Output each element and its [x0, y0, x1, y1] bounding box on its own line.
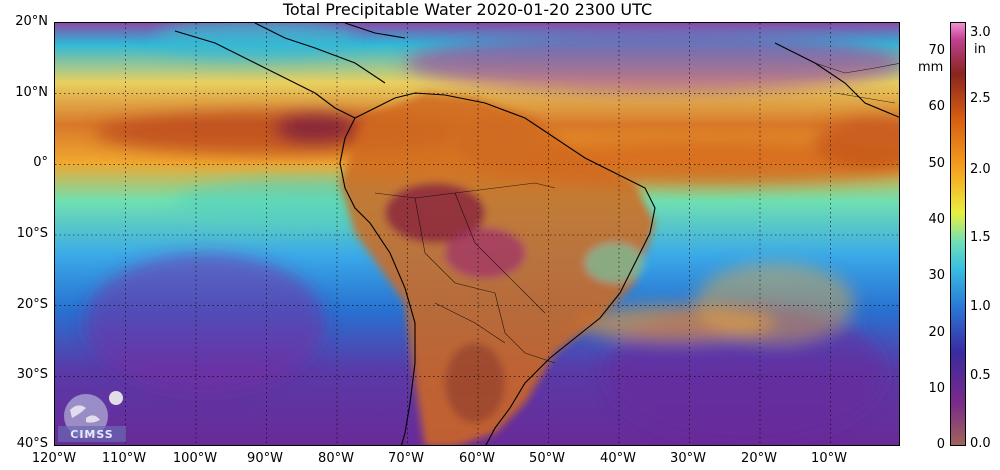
mm-tick: 60 — [928, 99, 945, 114]
lon-label-70w: 70°W — [388, 451, 424, 466]
lon-label-110w: 110°W — [101, 451, 147, 466]
lat-label-20s: 20°S — [16, 297, 48, 312]
colorbar-unit-in: in — [974, 42, 986, 57]
cimss-logo: CIMSS — [56, 388, 128, 444]
mm-tick: 70 — [928, 43, 945, 58]
cimss-logo-text: CIMSS — [70, 428, 114, 441]
tpw-map — [54, 22, 900, 446]
moisture-features — [85, 23, 899, 443]
mm-tick: 30 — [928, 268, 945, 283]
in-tick: 3.0 — [970, 25, 991, 40]
cimss-globe-icon — [58, 391, 126, 442]
lon-label-20w: 20°W — [741, 451, 777, 466]
lat-label-10s: 10°S — [16, 226, 48, 241]
in-tick: 1.0 — [970, 299, 991, 314]
in-tick: 1.5 — [970, 230, 991, 245]
borders — [374, 62, 899, 364]
colorbar-unit-mm: mm — [918, 60, 944, 75]
lon-label-40w: 40°W — [600, 451, 636, 466]
in-tick: 0.0 — [970, 436, 991, 451]
colorbar — [950, 22, 966, 446]
in-tick: 2.0 — [970, 162, 991, 177]
graticule — [55, 23, 899, 445]
lon-label-60w: 60°W — [459, 451, 495, 466]
lon-label-80w: 80°W — [318, 451, 354, 466]
lon-label-50w: 50°W — [529, 451, 565, 466]
lon-label-90w: 90°W — [247, 451, 283, 466]
in-tick: 2.5 — [970, 91, 991, 106]
mm-tick: 50 — [928, 156, 945, 171]
mm-tick: 20 — [928, 325, 945, 340]
tpw-field-svg — [55, 23, 899, 445]
lat-label-eq: 0° — [33, 155, 48, 170]
lat-label-10n: 10°N — [15, 85, 48, 100]
in-tick: 0.5 — [970, 368, 991, 383]
lat-label-30s: 30°S — [16, 367, 48, 382]
coastlines — [174, 23, 899, 445]
lon-label-120w: 120°W — [31, 451, 77, 466]
lon-label-30w: 30°W — [670, 451, 706, 466]
map-title: Total Precipitable Water 2020-01-20 2300… — [282, 0, 653, 19]
mm-tick: 10 — [928, 381, 945, 396]
mm-tick: 40 — [928, 212, 945, 227]
lon-label-100w: 100°W — [172, 451, 218, 466]
lat-label-40s: 40°S — [16, 436, 48, 451]
lat-label-20n: 20°N — [15, 14, 48, 29]
mm-tick: 0 — [936, 437, 945, 452]
lon-label-10w: 10°W — [811, 451, 847, 466]
